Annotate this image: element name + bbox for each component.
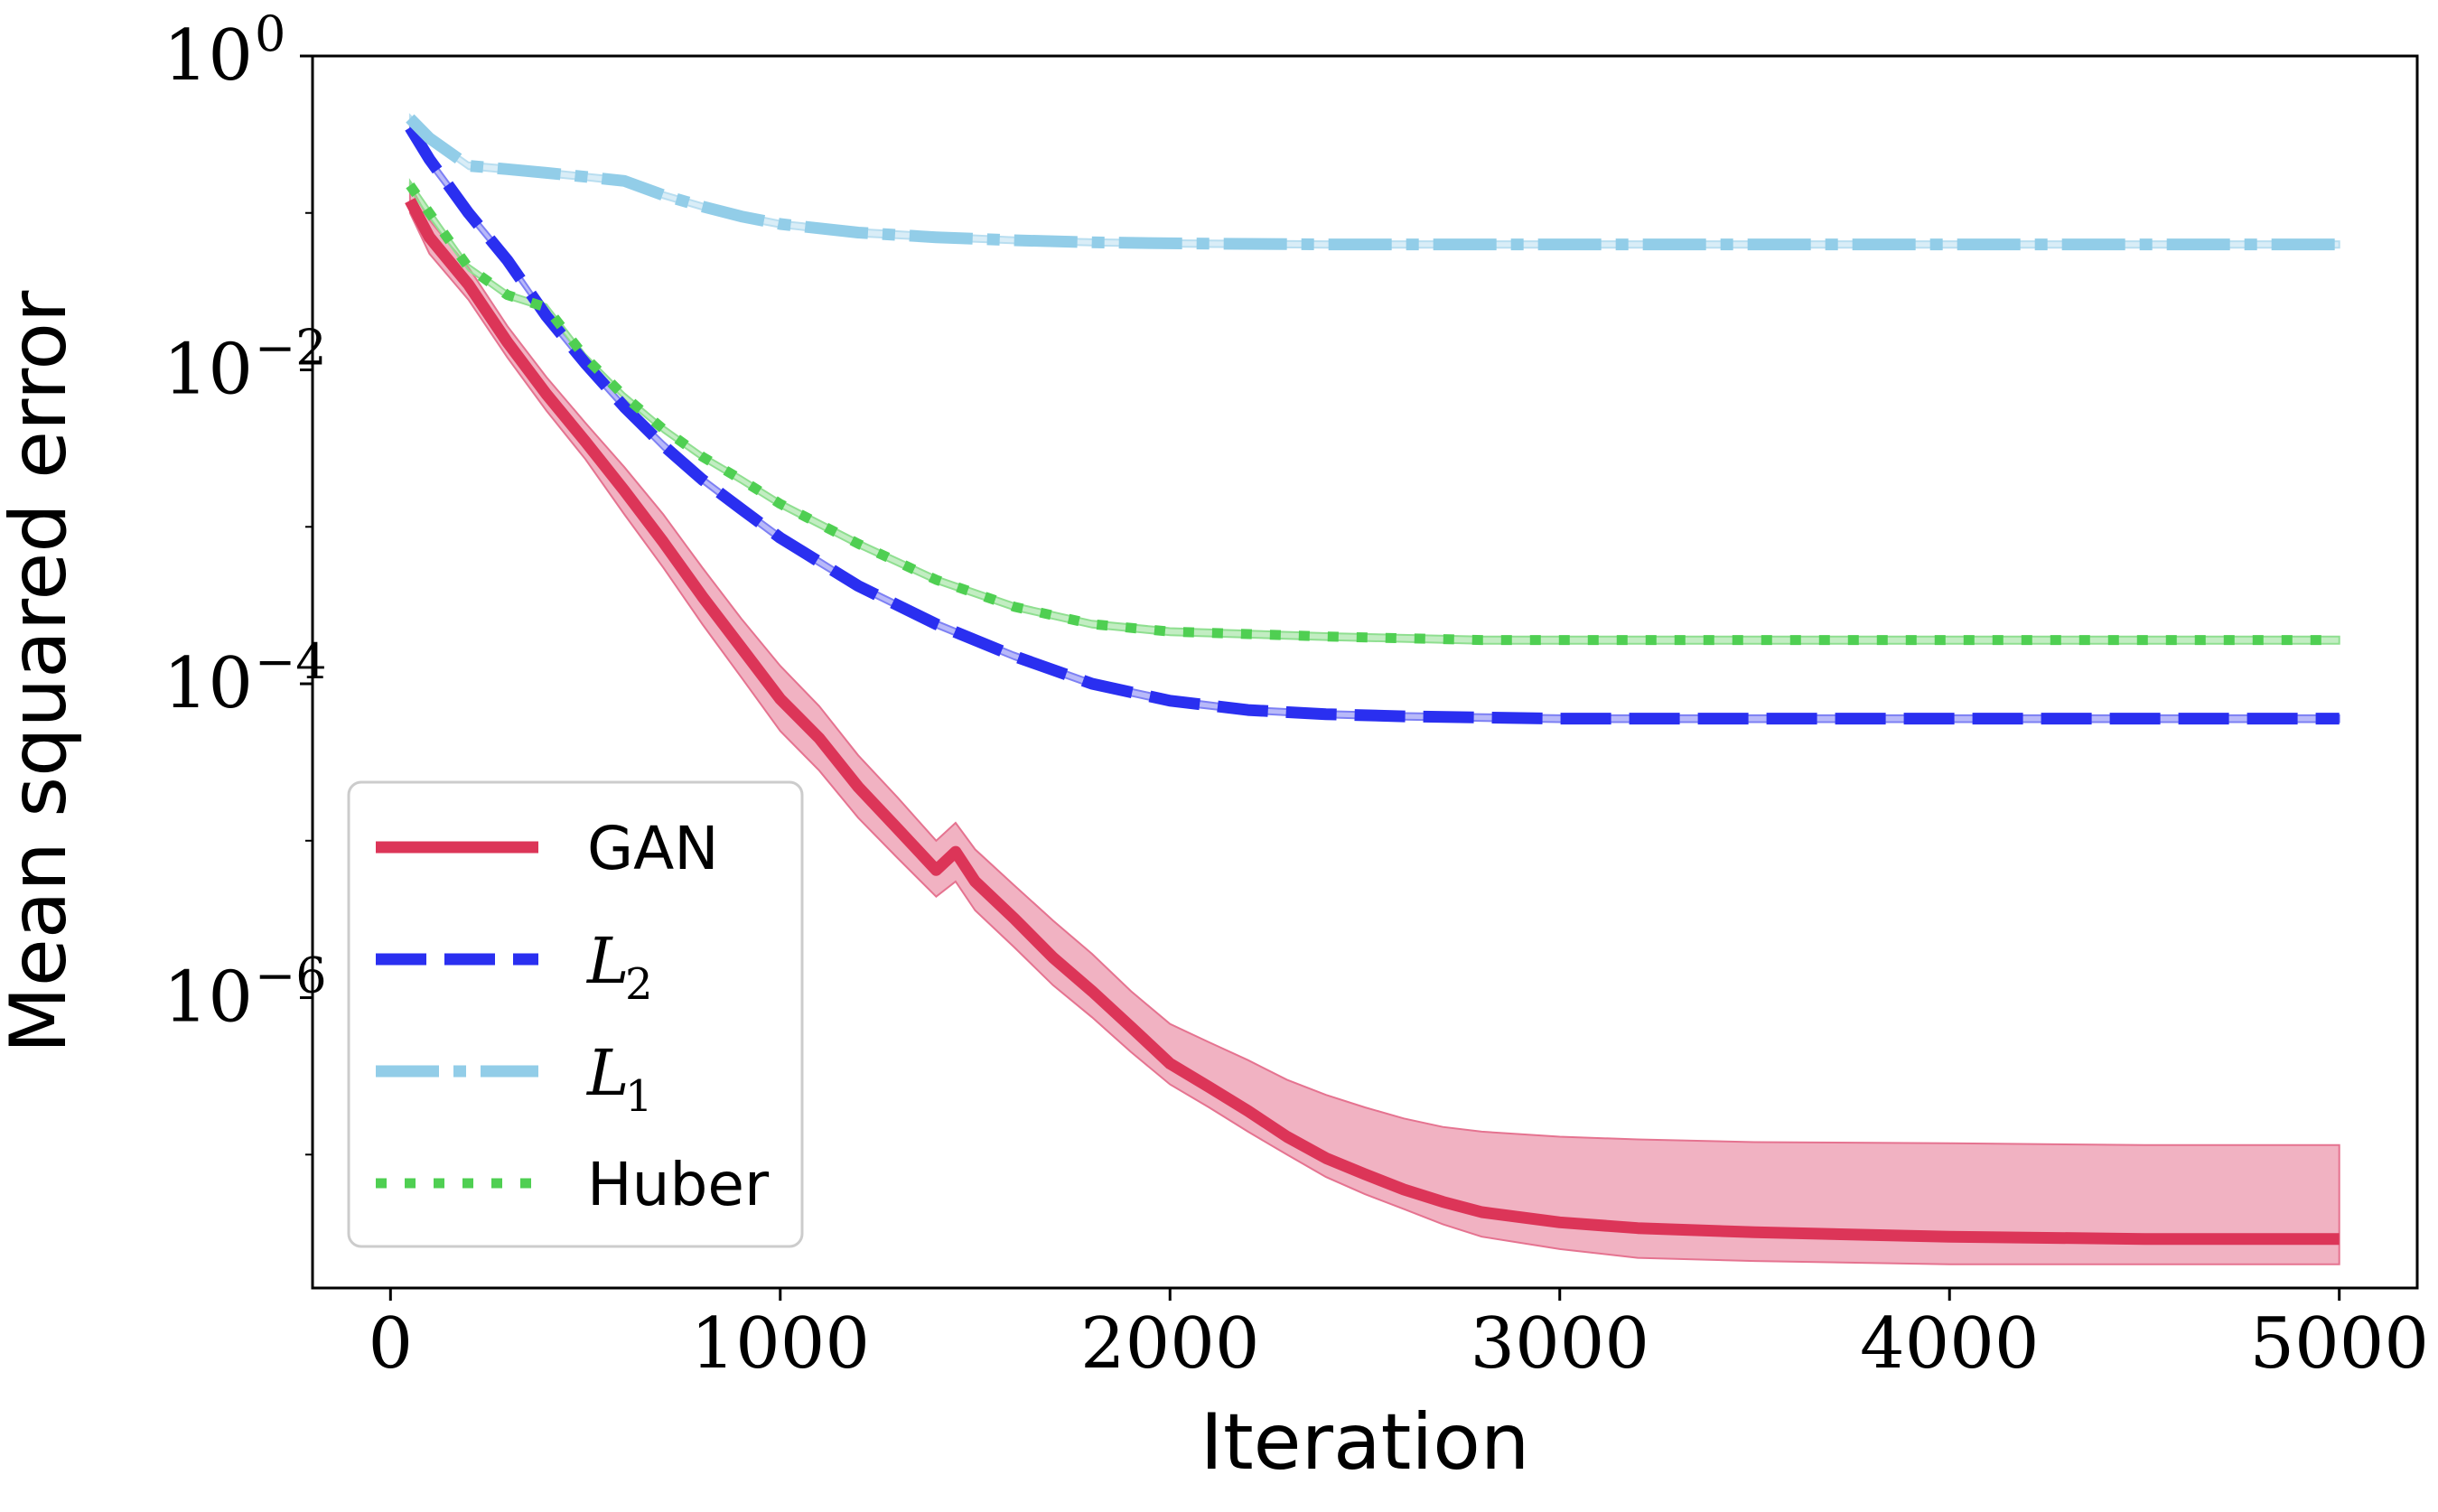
x-tick-label: 2000: [1080, 1303, 1260, 1385]
axes-frame: [311, 54, 2419, 1290]
series-line-gan: [405, 197, 2340, 1246]
legend-label-l1: L: [585, 1036, 629, 1110]
y-tick-exponent: −6: [255, 947, 327, 1004]
y-tick-exponent: −4: [255, 633, 327, 690]
y-tick-exponent: −2: [255, 320, 327, 377]
y-tick-label: 10: [163, 330, 253, 411]
x-tick-label: 1000: [691, 1303, 871, 1385]
y-tick-label: 10: [163, 643, 253, 724]
x-tick-label: 5000: [2249, 1303, 2429, 1385]
legend-label-gan: GAN: [587, 814, 719, 883]
x-tick-label: 0: [368, 1303, 413, 1385]
y-tick-label: 10: [163, 15, 253, 97]
x-ticks: 0 1000 2000 3000 4000 5000: [368, 1288, 2429, 1385]
y-tick-label: 10: [163, 957, 253, 1039]
y-axis-label: Mean squared error: [0, 290, 84, 1053]
legend-label-huber: Huber: [587, 1150, 770, 1219]
x-tick-label: 4000: [1860, 1303, 2040, 1385]
band-gan: [408, 182, 2340, 1265]
plot-layer: [405, 113, 2340, 1265]
x-axis-label: Iteration: [1200, 1397, 1530, 1488]
legend-label-l2: L: [585, 924, 629, 998]
series-line-huber: [406, 182, 2340, 646]
x-tick-label: 3000: [1470, 1303, 1649, 1385]
band-l1: [408, 113, 2340, 249]
band-l2: [408, 120, 2340, 723]
legend-label-sub-l2: 2: [625, 959, 653, 1010]
legend-label-sub-l1: 1: [625, 1071, 653, 1122]
legend-box: [347, 780, 804, 1248]
y-tick-exponent: 0: [255, 5, 285, 62]
series-line-l2: [405, 124, 2340, 725]
series-line-l1: [406, 114, 2340, 251]
band-huber: [408, 178, 2340, 645]
